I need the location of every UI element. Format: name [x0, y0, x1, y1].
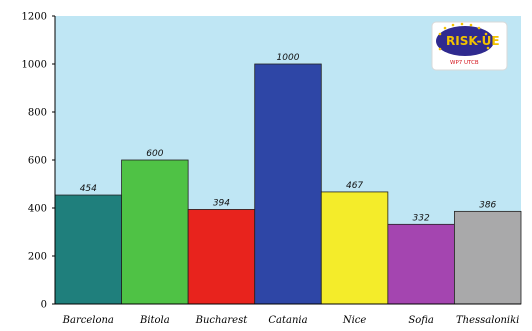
bar-bucharest — [187, 209, 256, 305]
value-label: 332 — [413, 213, 430, 223]
y-tick-label: 200 — [28, 252, 47, 263]
category-label: Thessaloniki — [456, 315, 519, 326]
category-label: Barcelona — [62, 315, 114, 326]
category-label: Nice — [342, 315, 367, 326]
risk-ue-logo: RISK-UE WP7 UTCB — [431, 21, 508, 71]
y-tick-label: 800 — [28, 108, 47, 119]
y-tick-label: 600 — [28, 156, 47, 167]
y-tick-label: 1000 — [22, 60, 47, 71]
y-tick-label: 1200 — [22, 12, 47, 23]
bar-bitola — [121, 159, 189, 305]
bar-nice — [320, 191, 389, 305]
y-tick-label: 400 — [28, 204, 47, 215]
logo-ellipse — [436, 26, 494, 56]
value-label: 1000 — [277, 53, 300, 63]
category-label: Bitola — [139, 315, 170, 326]
bar-sofia — [387, 223, 455, 305]
bar-catania — [254, 63, 322, 305]
category-label: Sofia — [408, 315, 434, 326]
category-label: Catania — [268, 315, 307, 326]
logo-stars — [438, 22, 490, 51]
value-label: 386 — [479, 200, 496, 210]
value-label: 394 — [213, 198, 230, 208]
value-label: 454 — [80, 184, 97, 194]
bar-thessaloniki — [454, 210, 522, 305]
bar-barcelona — [54, 194, 122, 305]
value-label: 600 — [146, 149, 163, 159]
y-tick-label: 0 — [41, 300, 47, 311]
logo-text: RISK-UE — [446, 34, 500, 48]
logo-subtitle: WP7 UTCB — [450, 60, 479, 66]
value-label: 467 — [346, 181, 363, 191]
category-label: Bucharest — [195, 315, 249, 326]
